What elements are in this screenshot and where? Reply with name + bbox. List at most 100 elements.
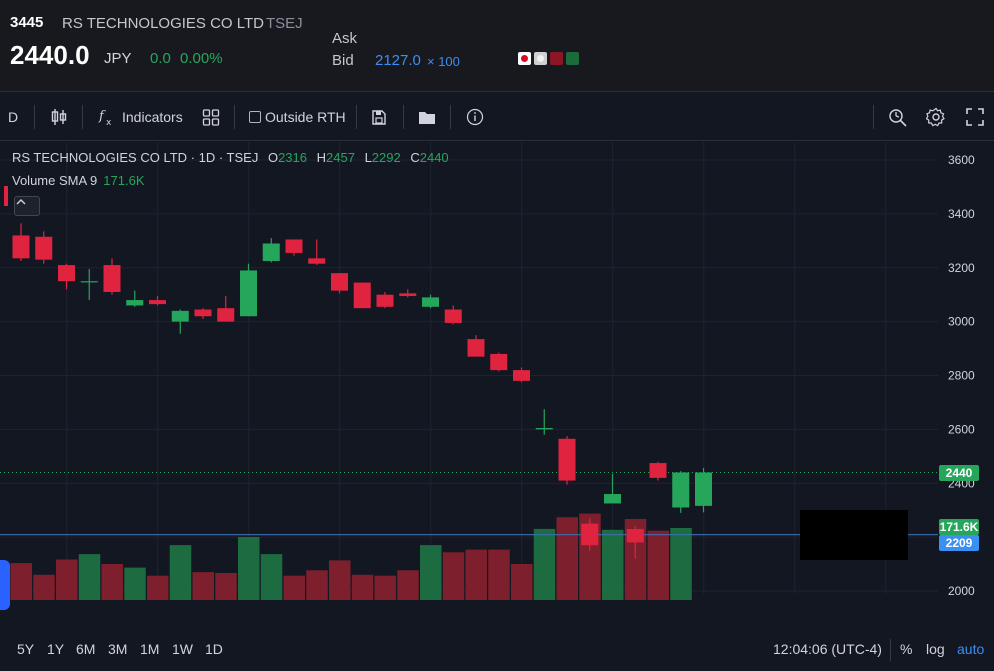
- zoom-icon[interactable]: [888, 107, 908, 127]
- quote-header: 3445 RS TECHNOLOGIES CO LTD TSEJ 2440.0 …: [0, 0, 994, 92]
- clock-time: 12:04:06 (UTC-4): [773, 641, 882, 657]
- volume-bar: [260, 554, 283, 600]
- volume-bar: [351, 574, 374, 600]
- candle-body: [399, 293, 417, 297]
- volume-bar: [556, 517, 578, 600]
- candle-body: [695, 472, 712, 506]
- close-label: C: [410, 150, 420, 165]
- range-1d[interactable]: 1D: [205, 641, 223, 657]
- price-change: 0.0: [150, 50, 171, 67]
- market-flags: [518, 52, 579, 65]
- candlestick-icon[interactable]: [50, 107, 68, 127]
- candle-body: [285, 239, 303, 253]
- interval-button[interactable]: D: [8, 109, 19, 125]
- chart-canvas[interactable]: 200022002400260028003000320034003600Mar7…: [0, 142, 994, 602]
- candle-body: [581, 523, 599, 546]
- candle-body: [558, 438, 576, 481]
- candle-body: [626, 529, 644, 543]
- close-value: 2440: [419, 150, 449, 165]
- volume-bar: [33, 574, 55, 600]
- volume-sma-label: Volume SMA 9: [12, 173, 98, 188]
- company-name: RS TECHNOLOGIES CO LTD: [62, 15, 264, 32]
- layout-grid-icon[interactable]: [202, 107, 220, 127]
- bid-line-tag: 2209: [939, 535, 979, 551]
- volume-bar: [147, 575, 169, 600]
- volume-bar: [78, 554, 101, 600]
- auto-scale-toggle[interactable]: auto: [957, 641, 985, 657]
- volume-bar: [488, 549, 510, 600]
- svg-text:x: x: [106, 118, 112, 127]
- collapse-legend-button[interactable]: [14, 196, 40, 216]
- volume-bar: [511, 564, 533, 600]
- range-3m[interactable]: 3M: [108, 641, 128, 657]
- candle-body: [331, 273, 348, 291]
- outside-rth-checkbox[interactable]: [249, 111, 261, 123]
- log-scale-toggle[interactable]: log: [926, 641, 945, 657]
- info-icon[interactable]: [466, 107, 484, 127]
- chart-legend: RS TECHNOLOGIES CO LTD · 1D · TSEJ O2316…: [12, 150, 449, 165]
- indicators-button[interactable]: Indicators: [122, 109, 183, 125]
- range-1y[interactable]: 1Y: [47, 641, 65, 657]
- candle-body: [240, 270, 257, 317]
- outside-rth-toggle[interactable]: Outside RTH: [249, 107, 346, 127]
- candle-body: [103, 265, 121, 292]
- candle-body: [149, 300, 166, 305]
- candle-body: [308, 258, 326, 264]
- candle-body: [262, 243, 280, 262]
- fullscreen-icon[interactable]: [965, 107, 985, 127]
- percent-scale-toggle[interactable]: %: [900, 641, 913, 657]
- volume-bar: [465, 549, 487, 600]
- range-5y[interactable]: 5Y: [17, 641, 35, 657]
- y-tick-label: 3400: [948, 207, 975, 221]
- volume-bar: [101, 564, 123, 600]
- open-value: 2316: [278, 150, 307, 165]
- last-price-tag: 2440: [939, 465, 979, 481]
- candle-body: [444, 309, 462, 323]
- japan-flag-icon: [518, 52, 531, 65]
- volume-bar: [602, 529, 624, 600]
- previous-close-marker: [4, 186, 8, 206]
- range-1m[interactable]: 1M: [140, 641, 160, 657]
- y-tick-label: 3200: [948, 261, 975, 275]
- ask-label: Ask: [332, 30, 358, 47]
- range-1w[interactable]: 1W: [172, 641, 193, 657]
- candle-body: [58, 265, 75, 282]
- volume-sma-value: 171.6K: [103, 173, 145, 188]
- exchange-label: TSEJ: [266, 15, 303, 32]
- currency-label: JPY: [104, 50, 132, 67]
- candle-body: [171, 310, 189, 322]
- side-panel-handle[interactable]: [0, 560, 10, 610]
- gear-icon[interactable]: [925, 107, 946, 127]
- range-6m[interactable]: 6M: [76, 641, 96, 657]
- volume-bar: [670, 528, 692, 600]
- y-tick-label: 2000: [948, 584, 975, 598]
- volume-bar: [420, 545, 442, 600]
- volume-bar: [397, 570, 419, 600]
- low-value: 2292: [371, 150, 401, 165]
- price-chart[interactable]: 200022002400260028003000320034003600Mar7…: [0, 142, 994, 610]
- chevron-up-icon: [16, 199, 26, 205]
- volume-bar: [306, 570, 328, 600]
- red-flag-icon: [550, 52, 563, 65]
- volume-bar: [169, 545, 192, 600]
- save-icon[interactable]: [371, 107, 387, 127]
- candle-body: [35, 236, 53, 260]
- bottom-bar: 5Y 1Y 6M 3M 1M 1W 1D 12:04:06 (UTC-4) % …: [0, 627, 994, 671]
- volume-bar: [647, 530, 669, 600]
- volume-bar: [192, 572, 214, 600]
- y-tick-label: 3000: [948, 315, 975, 329]
- candle-body: [12, 235, 30, 259]
- volume-bar: [533, 528, 556, 600]
- volume-bar: [124, 567, 146, 600]
- candle-body: [353, 282, 371, 309]
- low-label: L: [364, 150, 372, 165]
- candle-body: [467, 339, 485, 357]
- volume-bar: [238, 537, 260, 600]
- candle-body: [126, 300, 144, 306]
- volume-bar: [215, 573, 237, 600]
- gray-flag-icon: [534, 52, 547, 65]
- folder-icon[interactable]: [418, 107, 436, 127]
- last-price: 2440.0: [10, 40, 90, 70]
- candle-body: [80, 281, 98, 283]
